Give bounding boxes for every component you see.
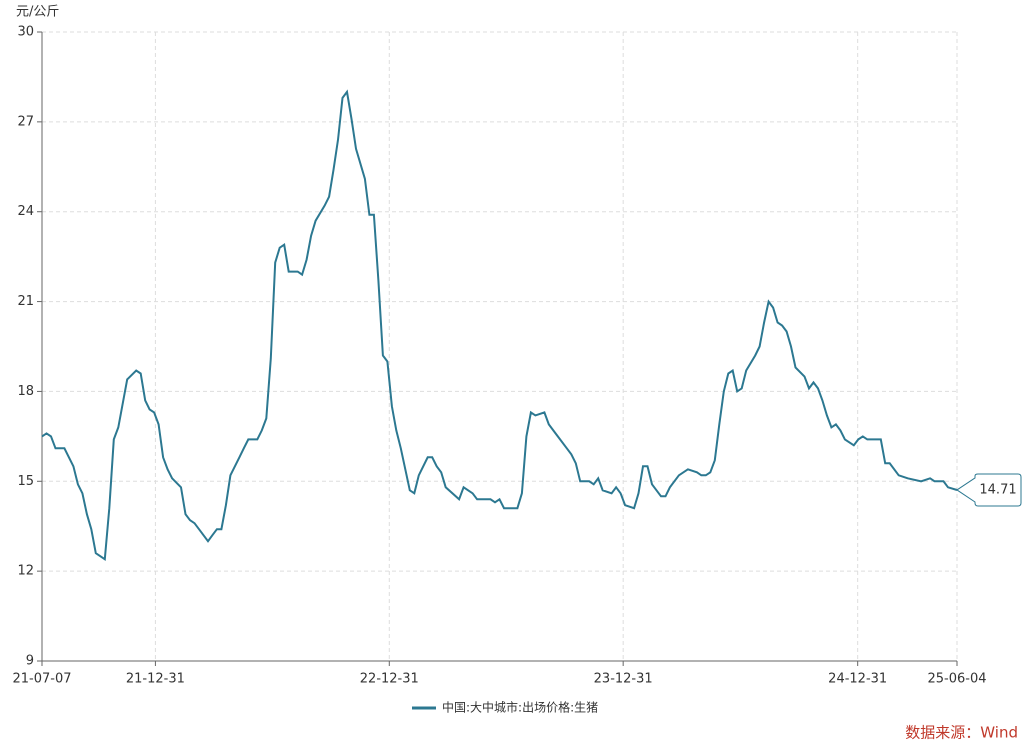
- legend-label: 中国:大中城市:出场价格:生猪: [442, 700, 598, 715]
- y-tick-label: 18: [17, 384, 34, 399]
- x-tick-label: 21-12-31: [126, 672, 185, 687]
- last-value-label: 14.71: [979, 482, 1016, 497]
- y-tick-label: 9: [26, 654, 34, 669]
- x-tick-label: 21-07-07: [12, 672, 71, 687]
- y-tick-label: 30: [17, 25, 34, 40]
- y-tick-label: 21: [17, 294, 34, 309]
- y-tick-label: 12: [17, 564, 34, 579]
- x-tick-label: 24-12-31: [828, 672, 887, 687]
- y-tick-label: 15: [17, 474, 34, 489]
- source: 数据来源：Wind: [905, 724, 1018, 742]
- price-line: [41, 89, 958, 561]
- x-tick-label: 22-12-31: [360, 672, 419, 687]
- x-tick-label: 25-06-04: [927, 672, 986, 687]
- x-tick-label: 23-12-31: [594, 672, 653, 687]
- y-axis-unit: 元/公斤: [16, 5, 59, 20]
- last-value-callout: [956, 473, 1022, 507]
- y-tick-label: 24: [17, 204, 34, 219]
- y-tick-label: 27: [17, 114, 34, 129]
